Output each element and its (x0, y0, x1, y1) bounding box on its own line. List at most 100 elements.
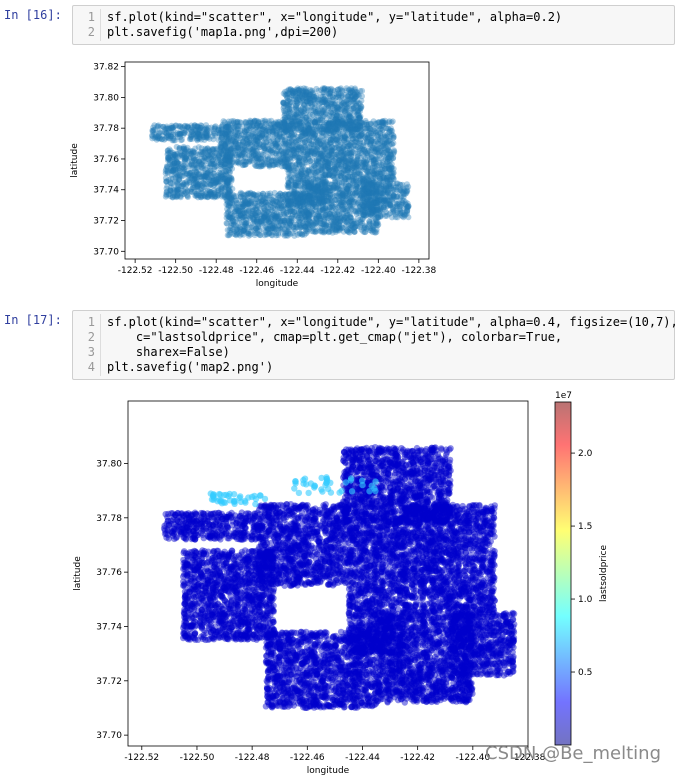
scatter-point (217, 163, 224, 170)
scatter-point (170, 155, 177, 162)
scatter-point (182, 127, 189, 134)
scatter-point (183, 154, 189, 161)
scatter-point (313, 218, 319, 225)
scatter-point (347, 182, 354, 189)
scatter-point (203, 130, 210, 137)
scatter-point (219, 174, 226, 181)
scatter-point (193, 170, 200, 176)
scatter-point (198, 136, 205, 143)
scatter-point (225, 167, 232, 173)
scatter-point (209, 145, 216, 152)
scatter-point (288, 218, 294, 225)
scatter-point (185, 174, 192, 181)
scatter-point (193, 190, 200, 197)
scatter-point (209, 177, 216, 184)
scatter-point (163, 192, 170, 199)
scatter-point (163, 178, 170, 185)
scatter-point (190, 149, 197, 156)
scatter-point (186, 172, 193, 179)
scatter-point (173, 157, 180, 163)
scatter-point (179, 165, 186, 172)
scatter-point (222, 168, 229, 175)
scatter-point (313, 204, 320, 211)
scatter-point (194, 152, 201, 158)
scatter-point (191, 174, 198, 181)
scatter-point (225, 186, 232, 193)
scatter-point (163, 178, 170, 185)
scatter-point (204, 194, 211, 201)
scatter-point (369, 154, 376, 161)
scatter-point (196, 127, 203, 133)
scatter-point (205, 149, 212, 156)
scatter-point (199, 193, 206, 200)
scatter-point (174, 171, 181, 178)
scatter-point (225, 167, 232, 174)
scatter-point (167, 131, 174, 138)
scatter-point (184, 129, 191, 136)
scatter-point (328, 139, 335, 145)
scatter-point (189, 172, 196, 179)
scatter-point (217, 148, 224, 155)
scatter-point (191, 157, 198, 163)
scatter-point (220, 147, 227, 154)
scatter-point (225, 183, 232, 190)
scatter-point (191, 122, 198, 129)
scatter-point (210, 146, 217, 153)
scatter-point (203, 133, 210, 140)
scatter-point (222, 192, 229, 199)
scatter-point (207, 177, 214, 184)
scatter-point (169, 180, 176, 187)
scatter-point (285, 164, 292, 171)
scatter-point (294, 137, 301, 144)
scatter-point (211, 152, 218, 159)
scatter-point (227, 147, 234, 154)
scatter-point (152, 134, 159, 140)
scatter-point (163, 163, 170, 170)
scatter-point (222, 172, 229, 179)
scatter-point (328, 147, 335, 154)
scatter-point (167, 125, 174, 132)
scatter-point (271, 140, 278, 147)
scatter-point (181, 126, 188, 133)
scatter-point (223, 153, 230, 160)
scatter-point (200, 148, 207, 155)
scatter-point (221, 161, 228, 167)
scatter-point (215, 173, 222, 180)
scatter-point (174, 188, 181, 195)
scatter-point (179, 152, 185, 159)
scatter-point (274, 195, 281, 202)
scatter-point (196, 158, 202, 165)
scatter-point (211, 164, 218, 171)
code-editor[interactable]: 1 sf.plot(kind="scatter", x="longitude", … (72, 5, 675, 45)
scatter-point (223, 180, 230, 187)
scatter-point (227, 182, 233, 189)
scatter-point (255, 152, 262, 159)
scatter-point (295, 89, 302, 96)
scatter-point (172, 154, 179, 161)
scatter-point (215, 191, 222, 198)
scatter-point (372, 125, 379, 132)
scatter-point (204, 156, 211, 163)
scatter-point (316, 119, 323, 126)
scatter-point (221, 175, 228, 182)
scatter-point (217, 170, 224, 177)
scatter-point (183, 170, 190, 177)
notebook-cell-16[interactable]: In [16]: 1 sf.plot(kind="scatter", x="lon… (0, 0, 675, 300)
scatter-point (206, 176, 212, 183)
scatter-point (157, 123, 164, 130)
scatter-point (291, 131, 298, 138)
scatter-point (189, 152, 196, 159)
scatter-point (168, 129, 175, 136)
scatter-point (167, 153, 174, 160)
scatter-point (158, 136, 165, 143)
scatter-point (210, 170, 217, 177)
scatter-point (208, 181, 215, 188)
scatter-point (232, 129, 239, 135)
scatter-point (151, 135, 158, 141)
scatter-point (155, 135, 161, 142)
scatter-point (155, 122, 162, 129)
scatter-point (163, 189, 170, 196)
scatter-point (250, 216, 256, 223)
scatter-point (281, 192, 288, 199)
scatter-point (192, 167, 199, 174)
